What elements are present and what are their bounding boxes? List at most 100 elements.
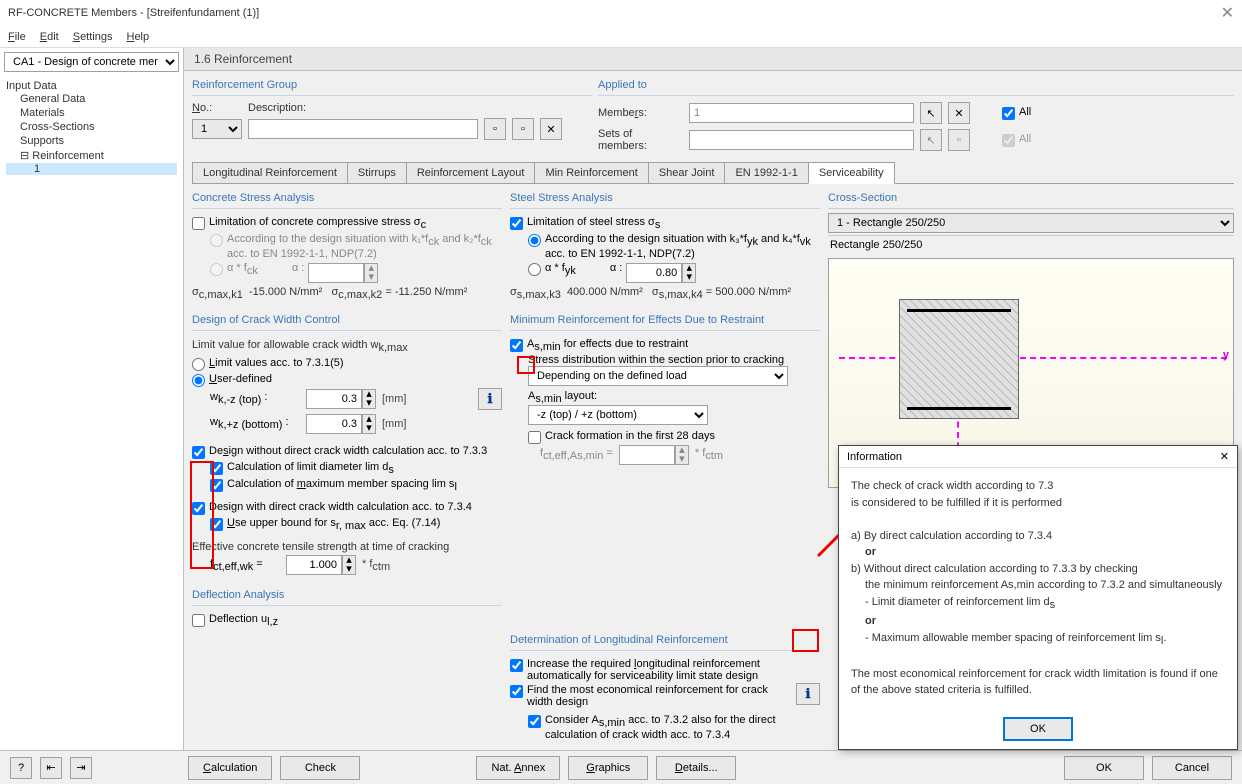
case-selector[interactable]: CA1 - Design of concrete memb: [4, 52, 179, 72]
clear-members-icon[interactable]: ✕: [948, 102, 970, 124]
fct-spinner[interactable]: ▴▾: [342, 555, 356, 575]
graphics-button[interactable]: Graphics: [568, 756, 648, 780]
export-icon[interactable]: ⇥: [70, 757, 92, 779]
titlebar: RF-CONCRETE Members - [Streifenfundament…: [0, 0, 1242, 26]
applied-to-title: Applied to: [598, 77, 1234, 96]
wk-bot-spinner[interactable]: ▴▾: [362, 414, 376, 434]
calc-max-spacing-check[interactable]: Calculation of maximum member spacing li…: [192, 477, 502, 494]
pick-sets-icon: ↖: [920, 129, 942, 151]
cross-section-group: Cross-Section 1 - Rectangle 250/250 Rect…: [828, 190, 1234, 488]
page-title: 1.6 Reinforcement: [184, 48, 1242, 71]
deflection-check[interactable]: Deflection ul,z: [192, 612, 502, 629]
limit-731-radio[interactable]: Limit values acc. to 7.3.1(5): [192, 356, 502, 372]
ok-button[interactable]: OK: [1064, 756, 1144, 780]
design-with-check[interactable]: Design with direct crack width calculati…: [192, 500, 502, 516]
tab-longitudinal[interactable]: Longitudinal Reinforcement: [192, 162, 348, 183]
reinforcement-group-panel: Reinforcement Group No.: Description: 1 …: [192, 77, 592, 156]
tree-cross-sections[interactable]: Cross-Sections: [6, 120, 177, 134]
tab-min-reinf[interactable]: Min Reinforcement: [534, 162, 648, 183]
stress-dist-select[interactable]: Depending on the defined load: [528, 366, 788, 386]
details-button[interactable]: Details...: [656, 756, 736, 780]
calc-limit-dia-check[interactable]: Calculation of limit diameter lim ds: [192, 460, 502, 477]
wk-bot-input[interactable]: [306, 414, 362, 434]
import-icon[interactable]: ⇤: [40, 757, 62, 779]
delete-group-icon[interactable]: ✕: [540, 118, 562, 140]
user-defined-radio[interactable]: User-defined: [192, 372, 502, 388]
fct-asmin-label: fct,eff,As,min =: [540, 447, 613, 462]
help-icon[interactable]: ?: [10, 757, 32, 779]
steel-stress-title: Steel Stress Analysis: [510, 190, 820, 209]
design-without-check[interactable]: Design without direct crack width calcul…: [192, 444, 502, 460]
tab-shear-joint[interactable]: Shear Joint: [648, 162, 726, 183]
steel-alpha-input[interactable]: [626, 263, 682, 283]
concrete-alpha-radio: α * fck α : ▴▾: [192, 261, 502, 284]
increase-reinf-check[interactable]: Increase the required longitudinal reinf…: [510, 657, 820, 683]
tab-stirrups[interactable]: Stirrups: [347, 162, 407, 183]
members-input[interactable]: [689, 103, 914, 123]
steel-stress-group: Steel Stress Analysis Limitation of stee…: [510, 190, 820, 304]
cross-section-title: Cross-Section: [828, 190, 1234, 209]
clear-sets-icon: ▫: [948, 129, 970, 151]
crack-width-title: Design of Crack Width Control: [192, 312, 502, 331]
limit-steel-stress-check[interactable]: Limitation of steel stress σs: [510, 215, 820, 232]
use-upper-bound-check[interactable]: Use upper bound for sr, max acc. Eq. (7.…: [192, 516, 502, 533]
tab-serviceability[interactable]: Serviceability: [808, 162, 895, 184]
bottom-bar: ? ⇤ ⇥ Calculation Check Nat. Annex Graph…: [0, 750, 1242, 784]
steel-alpha-radio[interactable]: α * fyk α : ▴▾: [510, 261, 820, 284]
tree-reinforcement[interactable]: ⊟ Reinforcement: [6, 148, 177, 163]
limit-value-label: Limit value for allowable crack width wk…: [192, 337, 502, 356]
description-input[interactable]: [248, 119, 478, 139]
consider-asmin-check[interactable]: Consider As,min acc. to 7.3.2 also for t…: [510, 713, 820, 742]
min-reinf-group: Minimum Reinforcement for Effects Due to…: [510, 312, 820, 469]
tree-reinforcement-1[interactable]: 1: [6, 163, 177, 175]
pick-members-icon[interactable]: ↖: [920, 102, 942, 124]
info-icon-2[interactable]: ℹ: [796, 683, 820, 705]
no-select[interactable]: 1: [192, 119, 242, 139]
desc-label: Description:: [248, 102, 306, 114]
find-economical-check[interactable]: Find the most economical reinforcement f…: [510, 683, 790, 709]
tree: Input Data General Data Materials Cross-…: [0, 76, 183, 179]
asmin-layout-select[interactable]: -z (top) / +z (bottom): [528, 405, 708, 425]
info-ok-button[interactable]: OK: [1003, 717, 1073, 741]
crack-width-group: Design of Crack Width Control Limit valu…: [192, 312, 502, 580]
fct-asmin-input: [619, 445, 675, 465]
fct-input[interactable]: [286, 555, 342, 575]
det-long-group: Determination of Longitudinal Reinforcem…: [510, 632, 820, 742]
new-group-icon[interactable]: ▫: [484, 118, 506, 140]
wk-top-spinner[interactable]: ▴▾: [362, 389, 376, 409]
tree-materials[interactable]: Materials: [6, 106, 177, 120]
menu-file[interactable]: File: [8, 31, 26, 43]
nat-annex-button[interactable]: Nat. Annex: [476, 756, 560, 780]
cross-section-select[interactable]: 1 - Rectangle 250/250: [828, 213, 1234, 233]
info-body: The check of crack width according to 7.…: [839, 468, 1237, 709]
info-icon[interactable]: ℹ: [478, 388, 502, 410]
deflection-title: Deflection Analysis: [192, 587, 502, 606]
menu-help[interactable]: Help: [126, 31, 149, 43]
close-icon[interactable]: ✕: [1221, 3, 1234, 23]
tree-supports[interactable]: Supports: [6, 134, 177, 148]
sets-label: Sets of members:: [598, 128, 683, 152]
tree-root[interactable]: Input Data: [6, 80, 177, 92]
info-close-icon[interactable]: ✕: [1220, 450, 1229, 463]
copy-group-icon[interactable]: ▫: [512, 118, 534, 140]
menubar: File Edit Settings Help: [0, 26, 1242, 48]
information-dialog: Information ✕ The check of crack width a…: [838, 445, 1238, 750]
tab-layout[interactable]: Reinforcement Layout: [406, 162, 536, 183]
wk-top-input[interactable]: [306, 389, 362, 409]
crack-28-check[interactable]: Crack formation in the first 28 days: [510, 429, 820, 445]
menu-edit[interactable]: Edit: [40, 31, 59, 43]
limit-concrete-stress-check[interactable]: Limitation of concrete compressive stres…: [192, 215, 502, 232]
cancel-button[interactable]: Cancel: [1152, 756, 1232, 780]
steel-design-sit-radio[interactable]: According to the design situation with k…: [510, 232, 820, 261]
window-title: RF-CONCRETE Members - [Streifenfundament…: [8, 7, 259, 19]
as-min-restraint-check[interactable]: As,min for effects due to restraint: [510, 337, 820, 354]
all-members-check[interactable]: All: [1002, 105, 1031, 121]
tree-general-data[interactable]: General Data: [6, 92, 177, 106]
tabs: Longitudinal Reinforcement Stirrups Rein…: [192, 162, 1234, 184]
calculation-button[interactable]: Calculation: [188, 756, 272, 780]
menu-settings[interactable]: Settings: [73, 31, 113, 43]
sigma-s-line: σs,max,k3 400.000 N/mm² σs,max,k4 = 500.…: [510, 284, 820, 303]
tab-en1992[interactable]: EN 1992-1-1: [724, 162, 808, 183]
steel-alpha-spinner[interactable]: ▴▾: [682, 263, 696, 283]
check-button[interactable]: Check: [280, 756, 360, 780]
